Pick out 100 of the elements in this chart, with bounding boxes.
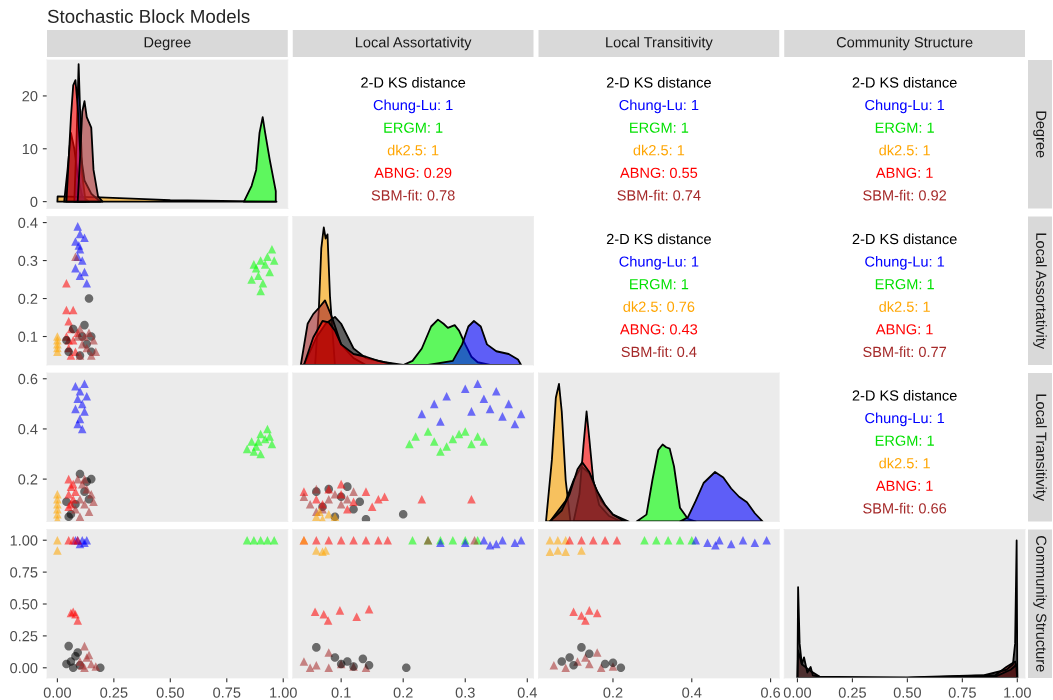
x-tick-label: 0.25 xyxy=(100,687,128,698)
point xyxy=(71,404,80,414)
point xyxy=(75,512,85,522)
x-tick-label: 0.25 xyxy=(838,687,866,698)
point xyxy=(64,317,73,326)
point xyxy=(84,328,94,337)
point xyxy=(73,474,82,484)
point xyxy=(86,489,96,499)
text: 2-D KS distance xyxy=(361,76,466,88)
point xyxy=(553,546,563,555)
point xyxy=(84,294,94,303)
point xyxy=(504,399,513,409)
point xyxy=(479,394,489,404)
point xyxy=(312,660,321,670)
point xyxy=(417,494,427,504)
text: 2-D KS distance xyxy=(606,233,711,245)
point xyxy=(75,387,85,396)
point xyxy=(616,663,626,673)
point xyxy=(73,394,82,404)
text: SBM-fit: 0.66 xyxy=(863,502,947,514)
point xyxy=(569,607,578,616)
text: ERGM: 1 xyxy=(875,122,934,133)
x-tick-label: 0.50 xyxy=(893,687,921,698)
point xyxy=(510,538,520,548)
text: Chung-Lu: 1 xyxy=(865,256,945,270)
point xyxy=(569,660,578,670)
y-tick-label: 0.25 xyxy=(10,631,38,642)
text: ABNG: 1 xyxy=(875,324,933,335)
point xyxy=(592,608,602,618)
point xyxy=(343,657,352,666)
point xyxy=(349,497,358,506)
point xyxy=(361,487,371,496)
point xyxy=(510,419,520,429)
point xyxy=(380,492,389,501)
point xyxy=(254,271,263,281)
text: ABNG: 0.55 xyxy=(620,167,698,178)
x-tick-label: 0.75 xyxy=(948,687,976,698)
point xyxy=(64,474,73,484)
x-tick-label: 0.00 xyxy=(43,687,72,698)
x-tick-label: 0.00 xyxy=(783,687,812,698)
point xyxy=(473,432,482,441)
point xyxy=(80,379,89,389)
point xyxy=(319,609,329,619)
point xyxy=(460,384,470,394)
text: ABNG: 1 xyxy=(875,167,933,178)
point xyxy=(485,404,495,414)
point xyxy=(429,399,439,409)
point xyxy=(62,305,71,315)
x-tick-label: 0.1 xyxy=(331,687,351,698)
text: SBM-fit: 0.78 xyxy=(371,189,455,201)
x-tick-label: 1.00 xyxy=(270,687,297,698)
point xyxy=(74,241,84,250)
point xyxy=(80,320,89,330)
point xyxy=(260,260,270,269)
point xyxy=(479,437,489,446)
y-tick-label: 0.75 xyxy=(10,567,38,578)
point xyxy=(549,660,559,670)
point xyxy=(75,271,85,281)
text: Chung-Lu: 1 xyxy=(865,412,945,427)
y-tick-label: 0.6 xyxy=(18,373,38,385)
point xyxy=(411,432,420,441)
point xyxy=(565,653,574,662)
x-tick-label: 0.3 xyxy=(455,687,475,698)
point xyxy=(361,514,371,522)
point xyxy=(305,663,315,673)
point xyxy=(256,449,265,459)
point xyxy=(249,447,259,456)
y-tick-label: 0.2 xyxy=(18,474,38,485)
point xyxy=(68,305,78,315)
point xyxy=(726,539,736,549)
point xyxy=(89,336,98,345)
point xyxy=(467,407,476,416)
point xyxy=(448,434,458,444)
point xyxy=(750,538,760,548)
point xyxy=(330,653,340,662)
text: 2-D KS distance xyxy=(606,76,711,88)
text: ABNG: 0.43 xyxy=(620,324,698,335)
point xyxy=(53,332,62,341)
text: Degree xyxy=(1033,111,1047,158)
point xyxy=(310,607,320,616)
text: dk2.5: 1 xyxy=(879,457,930,469)
point xyxy=(71,382,80,391)
point xyxy=(577,611,586,620)
point xyxy=(64,347,73,356)
point xyxy=(473,379,482,389)
point xyxy=(358,654,368,664)
text: SBM-fit: 0.74 xyxy=(617,189,701,201)
y-tick-label: 10 xyxy=(22,143,38,155)
text: Chung-Lu: 1 xyxy=(619,99,699,114)
text: SBM-fit: 0.77 xyxy=(863,346,947,358)
point xyxy=(703,538,712,548)
point xyxy=(247,437,256,446)
y-tick-label: 0.3 xyxy=(18,255,38,266)
point xyxy=(600,659,610,669)
point xyxy=(299,492,309,501)
y-tick-label: 0.00 xyxy=(10,662,38,674)
point xyxy=(491,539,501,549)
point xyxy=(53,546,62,555)
point xyxy=(436,417,445,426)
point xyxy=(89,497,98,506)
